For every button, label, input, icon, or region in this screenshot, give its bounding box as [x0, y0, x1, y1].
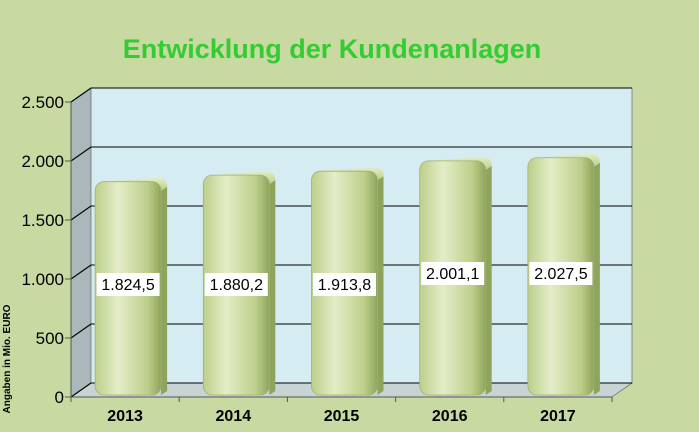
y-axis-label: Angaben in Mio. EURO — [2, 304, 13, 413]
bar-side — [161, 186, 168, 395]
bars: 1.824,5 1.880,2 1.913,8 2.001,1 2.027,5 — [94, 153, 600, 396]
x-tick-label: 2015 — [324, 408, 360, 425]
bar-side — [269, 180, 276, 395]
y-tick-label: 2.500 — [21, 93, 64, 112]
y-tick-label: 0 — [55, 388, 64, 407]
bar-top — [428, 156, 492, 170]
bar-top — [536, 153, 600, 167]
x-tick-label: 2014 — [216, 408, 252, 425]
x-axis: 2013 2014 2015 2016 2017 — [70, 396, 613, 425]
y-tick-label: 1.500 — [21, 211, 64, 230]
x-tick-label: 2016 — [432, 408, 468, 425]
data-label: 2.027,5 — [534, 266, 587, 283]
gridline-side — [70, 323, 92, 339]
bar-top — [104, 177, 168, 191]
data-label-box — [96, 273, 160, 296]
chart-title: Entwicklung der Kundenanlagen — [123, 34, 542, 64]
gridline-side — [70, 264, 92, 280]
bar-2013: 1.824,5 — [94, 177, 168, 396]
gridline-side — [70, 382, 92, 398]
data-label: 1.824,5 — [101, 277, 154, 294]
bar-2015: 1.913,8 — [311, 167, 384, 396]
bar-2016: 2.001,1 — [419, 156, 492, 396]
plot-side-wall — [70, 87, 92, 398]
data-label-box — [204, 273, 268, 296]
gridline-side — [70, 146, 92, 162]
data-label: 1.880,2 — [210, 277, 263, 294]
bar-side — [593, 162, 600, 395]
bar-side — [485, 165, 492, 395]
bar-2017: 2.027,5 — [527, 153, 600, 396]
data-label-box — [529, 262, 593, 285]
data-label: 2.001,1 — [426, 266, 479, 283]
data-label-box — [421, 262, 485, 285]
data-label: 1.913,8 — [318, 277, 371, 294]
data-label-box — [313, 273, 376, 296]
gridline-side — [70, 87, 92, 103]
gridline-side — [70, 205, 92, 221]
y-tick-label: 1.000 — [21, 270, 64, 289]
bar-top — [212, 171, 276, 185]
y-tick-label: 2.000 — [21, 152, 64, 171]
bar-2014: 1.880,2 — [202, 171, 276, 396]
x-tick-label: 2017 — [540, 408, 576, 425]
x-tick-label: 2013 — [107, 408, 143, 425]
y-axis: 0 500 1.000 1.500 2.000 2.500 — [21, 93, 72, 407]
bar-side — [377, 176, 384, 395]
bar-top — [320, 167, 384, 181]
y-tick-label: 500 — [36, 329, 64, 348]
